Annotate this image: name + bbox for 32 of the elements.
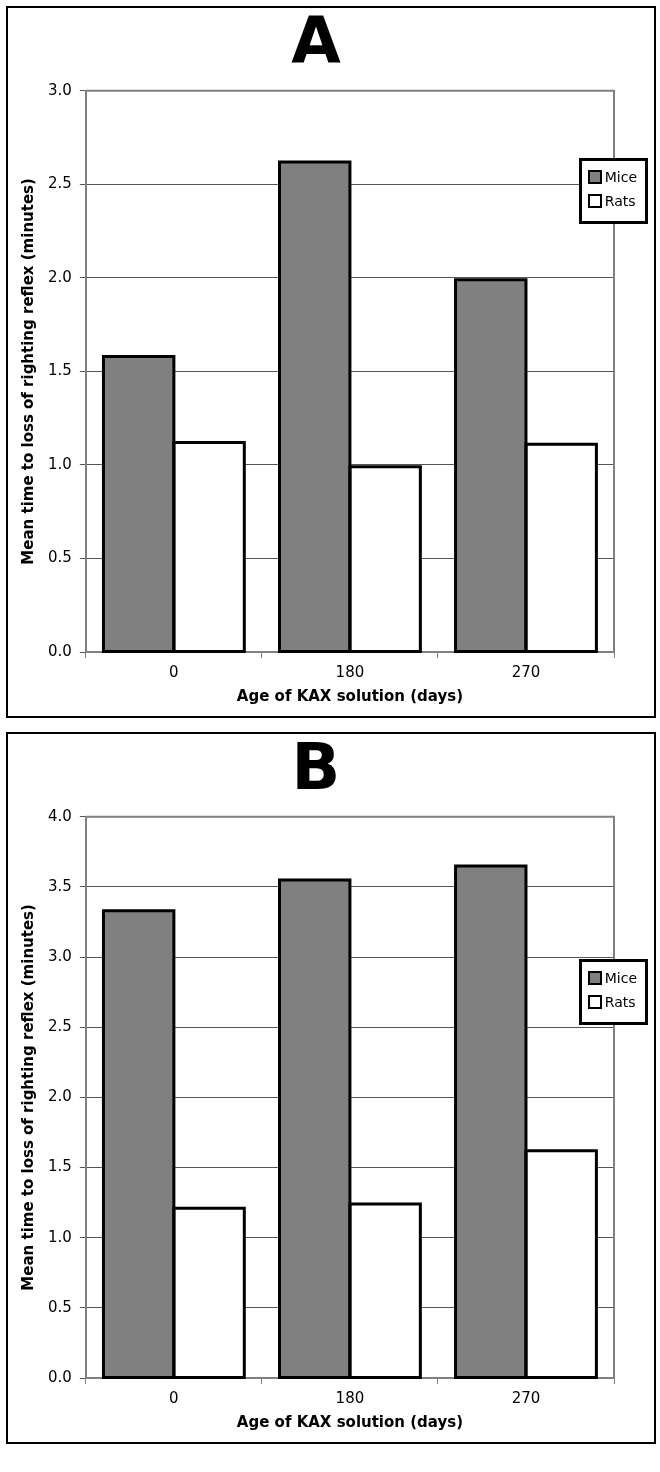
y-tick-label: 2.5	[48, 1017, 72, 1036]
y-tick-label: 1.0	[48, 454, 72, 473]
y-tick-label: 0.5	[48, 548, 72, 567]
y-axis-title: Mean time to loss of righting reflex (minutes)	[18, 178, 37, 565]
x-tick-label: 0	[169, 1388, 179, 1407]
chart-title: A	[291, 4, 342, 79]
y-tick-label: 2.0	[48, 1087, 72, 1106]
y-tick-label: 3.0	[48, 80, 72, 99]
chart-title: B	[291, 730, 341, 805]
y-tick-label: 1.0	[48, 1227, 72, 1246]
x-tick-label: 270	[511, 1388, 541, 1407]
x-tick-label: 180	[335, 1388, 365, 1407]
y-tick-label: 0.5	[48, 1297, 72, 1316]
text: Rats	[604, 994, 636, 1010]
y-tick-label: 1.5	[48, 361, 72, 380]
y-tick-label: 0.0	[48, 1367, 72, 1386]
legend-label: Mice	[604, 970, 637, 986]
x-axis-title: Age of KAX solution (days)	[236, 686, 464, 705]
y-tick-label: 3.5	[48, 876, 72, 895]
text: Rats	[604, 193, 636, 209]
y-tick-label: 0.0	[48, 641, 72, 660]
legend-label: Mice	[604, 169, 637, 185]
y-tick-label: 4.0	[48, 806, 72, 825]
y-tick-label: 1.5	[48, 1157, 72, 1176]
x-tick-label: 180	[335, 662, 365, 681]
y-axis-title: Mean time to loss of righting reflex (minutes)	[18, 904, 37, 1291]
x-axis-title: Age of KAX solution (days)	[236, 1412, 464, 1431]
x-tick-label: 0	[169, 662, 179, 681]
y-tick-label: 2.0	[48, 267, 72, 286]
y-tick-label: 2.5	[48, 174, 72, 193]
x-tick-label: 270	[511, 662, 541, 681]
y-tick-label: 3.0	[48, 946, 72, 965]
